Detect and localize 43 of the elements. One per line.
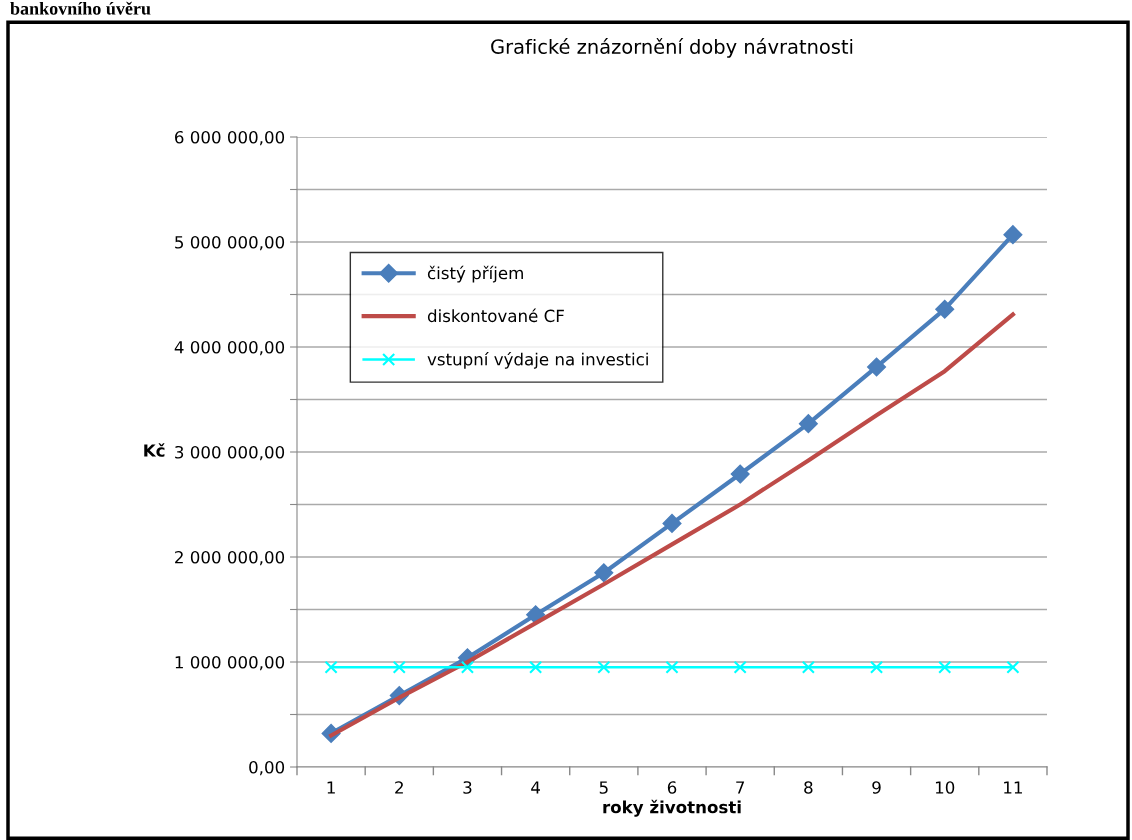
point — [529, 660, 543, 674]
point — [801, 660, 815, 674]
point — [733, 660, 747, 674]
x-tick-label: 7 — [736, 781, 745, 794]
y-tick-label: 4 000 000,00 — [174, 340, 285, 356]
x-axis-title: roky životnosti — [603, 799, 741, 817]
point — [935, 299, 955, 319]
x-tick-label: 10 — [935, 781, 955, 794]
x-tick-label: 5 — [599, 781, 608, 794]
point — [324, 660, 338, 674]
y-tick-label: 1 000 000,00 — [175, 655, 285, 671]
x-tick-label: 8 — [804, 781, 813, 794]
x-tick-label: 3 — [463, 781, 472, 794]
point — [392, 660, 406, 674]
y-tick-label: 6 000 000,00 — [175, 130, 285, 146]
point — [1006, 660, 1020, 674]
x-tick-label: 1 — [327, 781, 335, 794]
y-tick-label: 0,00 — [249, 760, 285, 776]
point — [665, 660, 679, 674]
x-tick-label: 6 — [667, 781, 677, 794]
point — [460, 660, 475, 674]
y-tick-label: 2 000 000,00 — [175, 550, 285, 566]
point — [867, 357, 887, 377]
point — [798, 414, 818, 434]
y-axis-title: Kč — [144, 443, 165, 457]
legend-label: čistý příjem — [427, 265, 523, 283]
legend-label: vstupní výdaje na investici — [427, 352, 648, 369]
chart-title: Grafické znázornění doby návratnosti — [491, 38, 853, 58]
point — [1003, 225, 1023, 245]
x-tick-label: 9 — [872, 781, 881, 794]
text: bankovního úvěru — [10, 1, 151, 15]
point — [730, 464, 750, 484]
y-tick-label: 3 000 000,00 — [175, 445, 285, 461]
y-tick-label: 5 000 000,00 — [175, 235, 285, 251]
point — [662, 513, 682, 533]
point — [869, 660, 884, 674]
point — [594, 563, 614, 583]
x-tick-label: 2 — [395, 781, 403, 794]
x-tick-label: 4 — [531, 781, 540, 794]
point — [938, 660, 952, 674]
legend-label: diskontované CF — [427, 308, 564, 323]
x-tick-label: 11 — [1004, 781, 1022, 794]
point — [597, 660, 611, 674]
